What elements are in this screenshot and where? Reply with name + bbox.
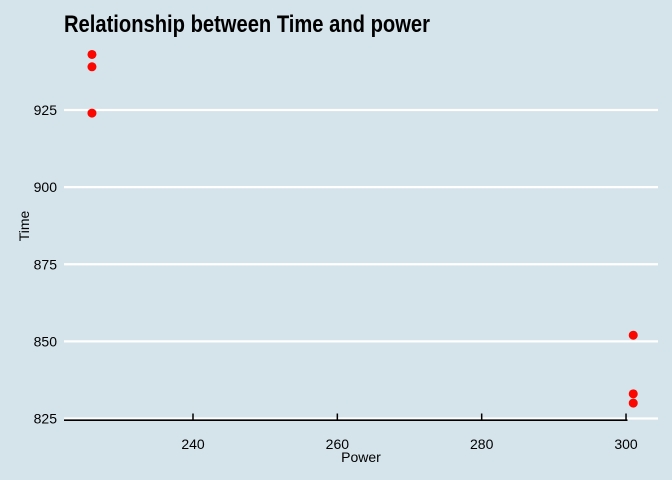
y-axis-tick-label: 825: [34, 411, 58, 427]
x-axis-label: Power: [341, 449, 381, 465]
data-point: [628, 398, 638, 408]
data-point: [87, 49, 97, 59]
x-axis-tick-label: 300: [614, 436, 638, 452]
x-axis-tick-label: 260: [326, 436, 350, 452]
y-axis-tick-label: 900: [34, 179, 58, 195]
data-point: [87, 62, 97, 72]
chart-title: Relationship between Time and power: [64, 11, 430, 38]
data-point: [628, 330, 638, 340]
data-point: [87, 108, 97, 118]
y-axis-tick-label: 850: [34, 333, 58, 349]
x-axis-tick-label: 280: [470, 436, 494, 452]
y-axis-tick-label: 925: [34, 102, 58, 118]
y-axis-label: Time: [16, 210, 32, 242]
x-axis-tick-label: 240: [181, 436, 205, 452]
y-axis-tick-label: 875: [34, 256, 58, 272]
data-point: [628, 389, 638, 399]
